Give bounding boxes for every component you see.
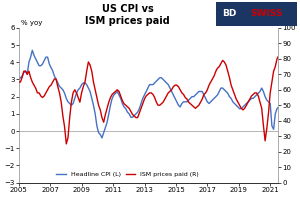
Legend: Headline CPI (L), ISM prices paid (R): Headline CPI (L), ISM prices paid (R) (54, 169, 201, 179)
ISM prices paid (R) (231, 89, 235, 91)
Text: SWISS: SWISS (250, 9, 282, 18)
Text: BD: BD (223, 9, 237, 18)
Headline CPI (L) (202, 94, 206, 96)
Headline CPI (L) (129, 116, 133, 119)
ISM prices paid (R) (117, 90, 121, 93)
Headline CPI (L) (100, 137, 104, 139)
Headline CPI (L) (280, 102, 284, 105)
Title: US CPI vs
ISM prices paid: US CPI vs ISM prices paid (85, 4, 170, 26)
ISM prices paid (R) (85, 70, 88, 73)
Line: Headline CPI (L): Headline CPI (L) (19, 50, 282, 138)
Headline CPI (L) (233, 102, 236, 105)
ISM prices paid (R) (17, 81, 20, 83)
Text: % yoy: % yoy (21, 20, 43, 26)
ISM prices paid (R) (280, 50, 284, 52)
Headline CPI (L) (17, 78, 20, 81)
Headline CPI (L) (119, 97, 122, 100)
ISM prices paid (R) (128, 107, 131, 110)
Headline CPI (L) (177, 104, 180, 107)
Headline CPI (L) (85, 83, 88, 86)
Headline CPI (L) (31, 49, 34, 52)
ISM prices paid (R) (175, 84, 178, 86)
ISM prices paid (R) (64, 143, 68, 145)
ISM prices paid (R) (200, 98, 204, 100)
Line: ISM prices paid (R): ISM prices paid (R) (19, 51, 282, 144)
